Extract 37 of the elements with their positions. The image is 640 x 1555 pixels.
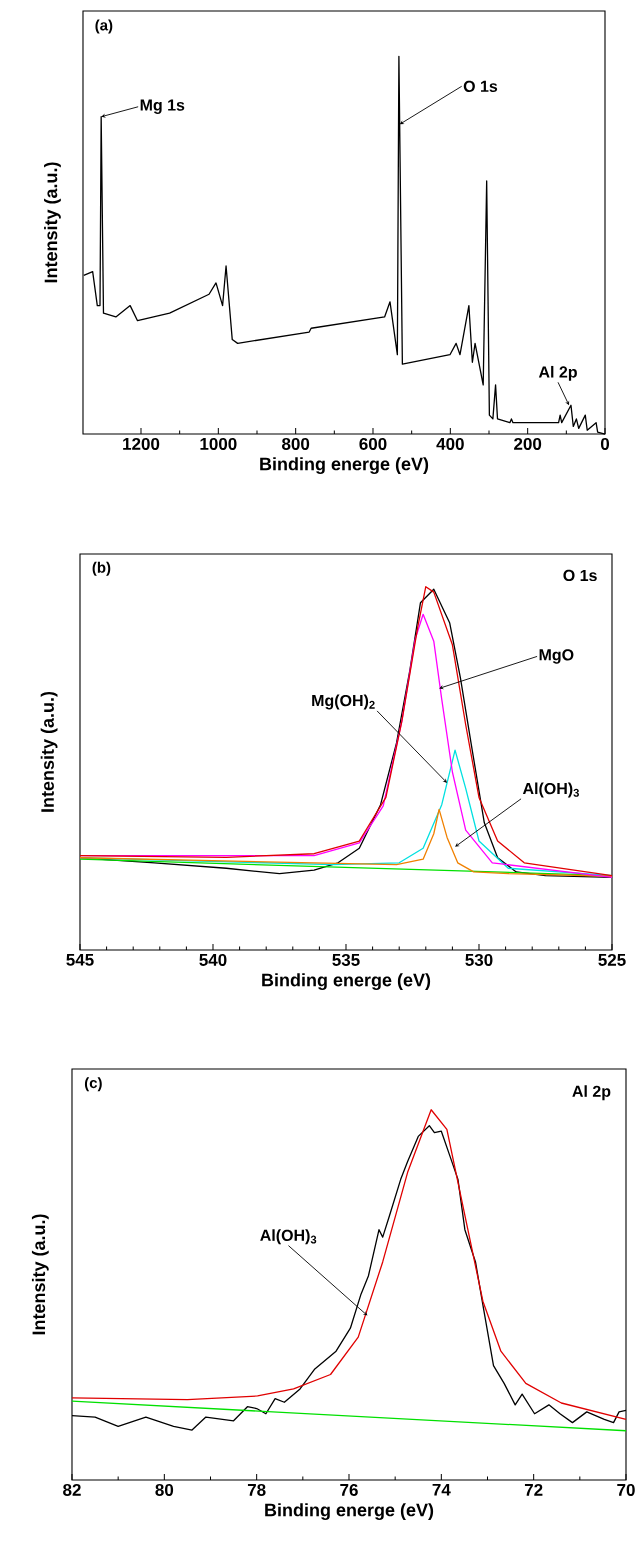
x-tick-label: 78 <box>247 1483 266 1496</box>
x-tick-label: 535 <box>332 953 360 966</box>
annotation: Mg(OH)$_{2}$ <box>312 694 375 710</box>
x-axis-title: Binding energe (eV) <box>262 973 431 991</box>
x-axis-title: Binding energe (eV) <box>265 1503 434 1521</box>
x-axis-title: Binding energe (eV) <box>260 457 429 474</box>
x-tick-label: 540 <box>199 953 227 966</box>
x-tick-label: 76 <box>340 1483 358 1496</box>
x-tick-label: 82 <box>63 1483 81 1496</box>
x-tick-label: 600 <box>359 437 387 450</box>
x-tick-label: 800 <box>282 437 310 450</box>
y-axis-title: Intensity (a.u.) <box>40 691 58 812</box>
annotation: Al(OH)$_{3}$ <box>522 782 579 798</box>
x-tick-label: 1200 <box>123 437 160 450</box>
annotation: O 1s <box>463 80 498 92</box>
chart-title: (b) <box>92 561 111 576</box>
x-tick-label: 0 <box>600 437 610 450</box>
x-tick-label: 400 <box>436 437 464 450</box>
chart-title: (a) <box>95 19 113 34</box>
x-tick-label: 70 <box>617 1483 635 1496</box>
x-tick-label: 72 <box>524 1483 543 1496</box>
x-tick-label: 545 <box>66 953 94 966</box>
annotation: Mg 1s <box>140 99 185 114</box>
y-axis-title: Intensity (a.u.) <box>44 162 61 283</box>
x-tick-label: 80 <box>155 1483 174 1496</box>
y-axis-title: Intensity (a.u.) <box>31 1214 49 1335</box>
annotation: Al 2p <box>538 365 577 381</box>
x-tick-label: 530 <box>465 953 493 966</box>
x-tick-label: 525 <box>598 953 626 966</box>
x-tick-label: 200 <box>514 437 542 450</box>
chart-title: (c) <box>84 1077 102 1092</box>
text: O 1s <box>563 569 597 582</box>
annotation: Al(OH)$_{3}$ <box>260 1229 317 1245</box>
annotation: MgO <box>539 649 574 664</box>
x-tick-label: 1000 <box>200 437 237 450</box>
text: Al 2p <box>572 1085 611 1101</box>
x-tick-label: 74 <box>432 1483 451 1496</box>
